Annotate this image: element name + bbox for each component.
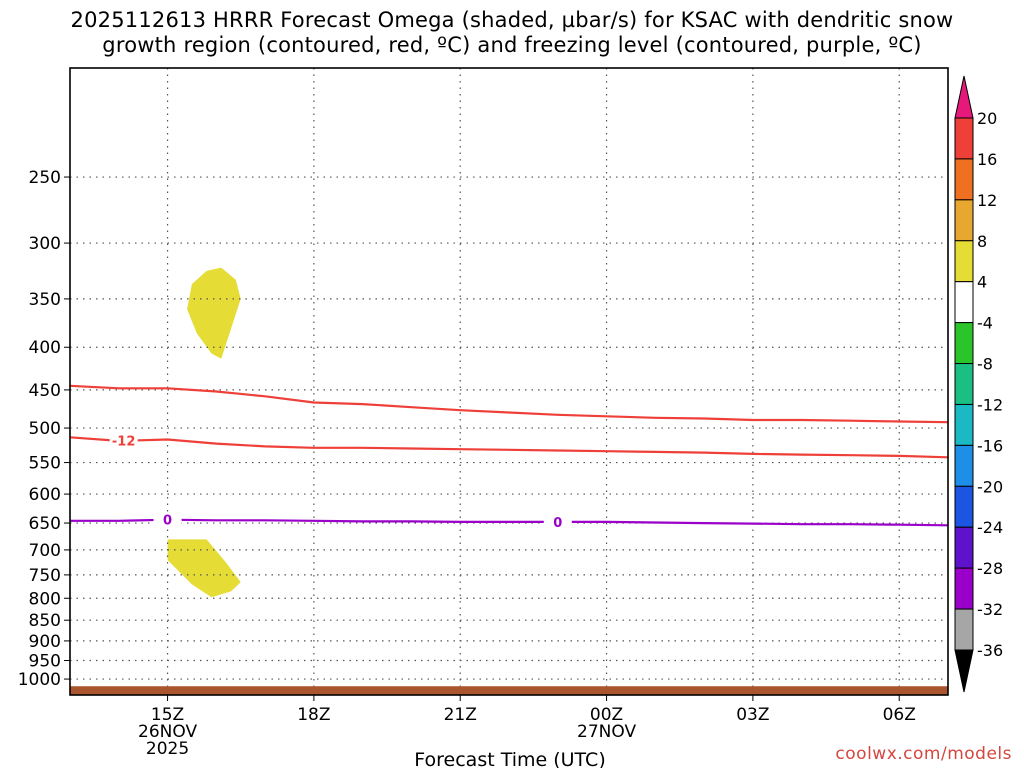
y-tick-label-650: 650 (29, 514, 61, 534)
y-tick-label-250: 250 (29, 168, 61, 188)
colorbar-label-11: -28 (977, 559, 1003, 578)
colorbar-label-4: 4 (977, 273, 987, 292)
colorbar-label-10: -24 (977, 518, 1003, 537)
y-tick-label-800: 800 (29, 589, 61, 609)
colorbar-label-9: -20 (977, 477, 1003, 496)
colorbar-segment-3 (954, 199, 974, 242)
omega-shaded-region-2 (167, 539, 241, 598)
colorbar-segment-9 (954, 444, 974, 487)
y-tick-label-750: 750 (29, 566, 61, 586)
chart-title-line-1: 2025112613 HRRR Forecast Omega (shaded, … (70, 8, 954, 32)
colorbar-label-5: -4 (977, 314, 993, 333)
contour-label-bg (109, 432, 138, 449)
colorbar-label-8: -16 (977, 436, 1003, 455)
y-tick-label-300: 300 (29, 234, 61, 254)
colorbar-segment-1 (954, 117, 974, 160)
y-tick-label-700: 700 (29, 541, 61, 561)
y-tick-label-850: 850 (29, 611, 61, 631)
x-tick-year-15Z: 2025 (146, 739, 189, 759)
y-tick-label-450: 450 (29, 381, 61, 401)
colorbar-segment-4 (954, 240, 974, 283)
y-tick-label-950: 950 (29, 651, 61, 671)
y-tick-label-500: 500 (29, 419, 61, 439)
contour-label-3-2: 0 (553, 516, 562, 531)
colorbar-label-2: 12 (977, 191, 997, 210)
y-tick-label-350: 350 (29, 290, 61, 310)
x-tick-label-03Z: 03Z (736, 705, 769, 725)
x-tick-label-00Z: 00Z (590, 705, 623, 725)
colorbar-segment-11 (954, 526, 974, 569)
colorbar-segment-12 (954, 567, 974, 610)
omega-shaded-region-1 (187, 267, 241, 359)
chart-title-line-2: growth region (contoured, red, ºC) and f… (102, 33, 922, 57)
colorbar-segment-13 (954, 608, 974, 651)
colorbar-label-3: 8 (977, 232, 987, 251)
colorbar-segment-10 (954, 485, 974, 528)
contour-label-3-1: 0 (163, 514, 172, 529)
x-axis-title: Forecast Time (UTC) (414, 749, 605, 768)
contour-line-1 (69, 384, 949, 424)
contour-line-3 (70, 518, 949, 527)
y-tick-label-600: 600 (29, 485, 61, 505)
contour-label-bg (153, 511, 182, 528)
x-tick-label-18Z: 18Z (297, 705, 330, 725)
colorbar-label-12: -32 (977, 600, 1003, 619)
y-tick-label-900: 900 (29, 632, 61, 652)
contour-label-bg (543, 513, 572, 530)
contour-label-2-1: -12 (112, 435, 136, 450)
source-credit: coolwx.com/models (835, 744, 1012, 764)
x-tick-date-00Z: 27NOV (577, 722, 636, 742)
y-tick-label-1000: 1000 (18, 670, 61, 690)
colorbar-bottom-arrow (954, 649, 974, 693)
colorbar-segment-5 (954, 281, 974, 324)
colorbar-top-arrow (954, 75, 974, 119)
x-tick-label-06Z: 06Z (883, 705, 916, 725)
colorbar-segment-8 (954, 403, 974, 446)
colorbar-segment-6 (954, 322, 974, 365)
colorbar-segment-7 (954, 363, 974, 405)
x-tick-label-21Z: 21Z (444, 705, 477, 725)
y-tick-label-400: 400 (29, 338, 61, 358)
ground-strip (70, 686, 948, 695)
x-tick-label-15Z: 15Z (151, 705, 184, 725)
colorbar-label-7: -12 (977, 395, 1003, 414)
colorbar-label-0: 20 (977, 109, 997, 128)
y-tick-label-550: 550 (29, 454, 61, 474)
colorbar-segment-2 (954, 158, 974, 201)
plot-frame (69, 67, 949, 696)
contour-line-2 (69, 436, 949, 459)
colorbar-label-6: -8 (977, 355, 993, 374)
colorbar-label-1: 16 (977, 150, 997, 169)
colorbar-label-13: -36 (977, 641, 1003, 660)
plot-area (70, 68, 948, 695)
x-tick-date-15Z: 26NOV (138, 722, 197, 742)
